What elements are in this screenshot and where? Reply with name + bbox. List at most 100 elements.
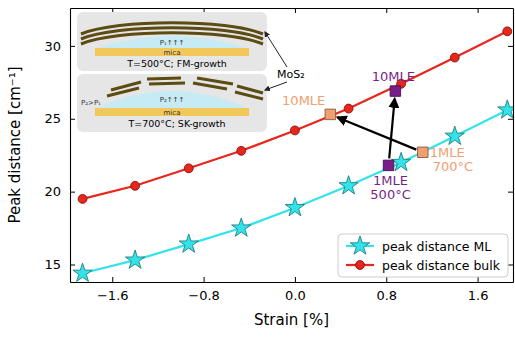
inset-substrate-label: mica [164,49,181,57]
sample-marker [390,86,400,96]
inset-layer [237,86,263,93]
inset-pointer [265,82,287,90]
inset-caption: T=700°C; SK-growth [127,118,225,129]
inset-text: P₂>P₁ [81,99,101,107]
inset-label: MoS₂ [277,68,305,81]
inset-background [77,74,267,132]
sample-marker [418,147,428,157]
tick-mark [386,8,387,13]
tick [508,46,513,47]
inset-pointer [265,32,287,67]
inset-substrate-label: mica [164,109,181,117]
x-axis: −1.6 −0.8 0.0 0.8 1.6 [71,277,514,303]
y-axis-right [508,9,514,283]
inset-panel: P₁↑↑↑ micaT=500°C; FM-growth [77,12,267,71]
tick-mark [204,277,205,282]
tick: 25 [44,111,75,126]
inset-layer [193,83,227,89]
tick [508,119,513,120]
series-marker [125,250,144,268]
series-line [83,110,508,273]
tick-label: 0.0 [285,288,306,303]
axis-line [71,282,514,283]
inset-background [77,12,267,71]
legend-marker [350,236,369,254]
tick: 1.6 [468,277,489,303]
tick: 15 [44,257,75,272]
inset-fluid [97,36,247,48]
tick-mark [70,192,75,193]
tick-mark [478,277,479,282]
sample-label: 1MLE [373,173,408,188]
series-marker [503,27,512,36]
tick-label: 1.6 [468,288,489,303]
series-marker [232,218,251,236]
inset-substrate [95,48,249,56]
chart-container: −1.6−0.80.00.81.615202530Strain [%]Peak … [0,0,515,337]
inset-text: P₂↑↑↑ [160,96,185,104]
inset-layer [149,83,185,84]
tick: 0.0 [285,277,306,303]
tick-mark [70,46,75,47]
tick-label: 25 [44,111,61,126]
tick-mark [295,277,296,282]
inset-layer [111,82,141,90]
sample-label: 500°C [370,187,410,202]
tick-mark [70,119,75,120]
legend-marker [356,261,365,270]
series-marker [237,146,246,155]
tick [478,8,479,13]
y-axis: 15202530 [44,9,75,283]
tick-mark [478,8,479,13]
tick-label: −1.6 [97,288,129,303]
tick-mark [112,277,113,282]
series-marker [285,198,304,216]
series-marker [290,126,299,135]
arrow [338,117,417,149]
tick: 20 [44,184,75,199]
legend: peak distance MLpeak distance bulk [338,234,508,277]
series-marker [450,53,459,62]
legend-box [338,234,508,277]
series-marker [445,126,464,144]
series-marker [344,104,353,113]
inset-caption: T=500°C; FM-growth [126,58,227,69]
tick-label: −0.8 [188,288,220,303]
series-marker [131,181,140,190]
tick: 0.8 [376,277,397,303]
series-marker [339,176,358,194]
sample-marker [325,109,335,119]
tick [386,8,387,13]
tick: −0.8 [188,277,220,303]
inset-layer [81,28,263,39]
sample-label: 10MLE [282,93,325,108]
tick-mark [70,265,75,266]
axis-line [70,9,71,283]
sample-label: 700°C [433,159,473,174]
sample-labels: 1MLE500°C10MLE1MLE700°C10MLE [282,69,473,202]
sample-label: 1MLE [430,145,465,160]
series-marker [184,164,193,173]
sample-label: 10MLE [372,69,415,84]
tick-mark [508,265,513,266]
inset-layer [81,23,263,34]
tick-mark [295,8,296,13]
tick-label: 0.8 [376,288,397,303]
tick [508,192,513,193]
inset-layer [147,78,181,79]
axis-line [71,8,514,9]
tick-label: 20 [44,184,61,199]
x-axis-title: Strain [%] [254,311,329,329]
series-marker [498,100,513,118]
inset-panel: P₂>P₁ P₂↑↑↑ micaT=700°C; SK-growth [77,74,267,132]
tick-mark [386,277,387,282]
series-marker [78,194,87,203]
tick-label: 15 [44,257,61,272]
inset-text: P₁↑↑↑ [160,39,185,47]
inset-layer [197,78,233,84]
tick-mark [508,192,513,193]
y-axis-title: Peak distance [cm⁻¹] [6,66,24,223]
tick: −1.6 [97,277,129,303]
legend-label: peak distance bulk [382,258,501,273]
axis-line [513,9,514,283]
